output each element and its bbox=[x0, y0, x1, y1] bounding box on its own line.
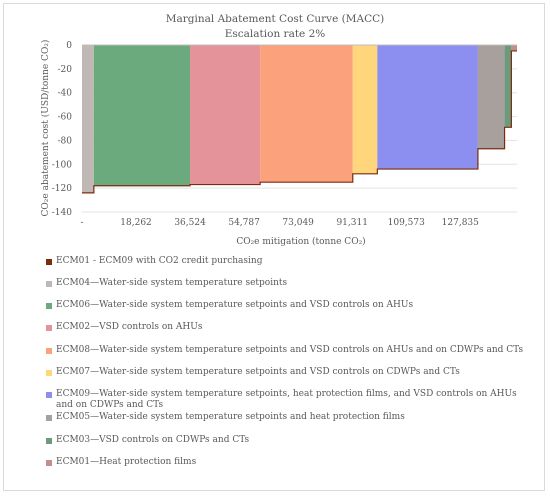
legend-swatch bbox=[46, 325, 52, 331]
x-tick-label: 91,311 bbox=[336, 218, 368, 228]
legend-label: ECM07—Water-side system temperature setp… bbox=[56, 367, 460, 377]
y-tick-label: -60 bbox=[58, 113, 73, 123]
bar bbox=[352, 45, 378, 174]
legend-swatch bbox=[46, 370, 52, 376]
y-tick-label: -100 bbox=[52, 160, 72, 170]
step-line-path bbox=[82, 50, 517, 194]
axes: 0 -20 -40 -60 -80 -100 -120 -140- 18,262 36,524 54… bbox=[52, 41, 517, 228]
legend-swatch bbox=[46, 303, 52, 309]
legend-label: ECM06—Water-side system temperature setp… bbox=[56, 300, 414, 310]
bar bbox=[504, 45, 512, 128]
bars bbox=[82, 45, 517, 193]
x-tick-label: 127,835 bbox=[442, 218, 479, 228]
y-tick-label: 0 bbox=[66, 41, 72, 51]
legend-label: ECM01—Heat protection films bbox=[56, 457, 197, 467]
legend-swatch bbox=[46, 460, 52, 466]
bar bbox=[377, 45, 478, 170]
legend-swatch bbox=[46, 438, 52, 444]
legend-label: ECM08—Water-side system temperature setp… bbox=[56, 345, 524, 355]
y-tick-label: -140 bbox=[52, 208, 72, 218]
x-tick-label: 73,049 bbox=[282, 218, 314, 228]
x-tick-label: 18,262 bbox=[120, 218, 152, 228]
chart-subtitle: Escalation rate 2% bbox=[225, 28, 326, 40]
legend-label: ECM02—VSD controls on AHUs bbox=[56, 322, 203, 332]
legend-label: ECM09—Water-side system temperature setp… bbox=[56, 389, 517, 410]
legend-swatch bbox=[46, 392, 52, 398]
bar bbox=[260, 45, 353, 183]
y-axis-title: CO₂e abatement cost (USD/tonne CO₂) bbox=[40, 40, 51, 217]
bar bbox=[93, 45, 191, 186]
legend-label: ECM04—Water-side system temperature setp… bbox=[56, 278, 288, 288]
bar bbox=[82, 45, 94, 193]
x-tick-label: 109,573 bbox=[388, 218, 425, 228]
legend-swatch bbox=[46, 415, 52, 421]
legend-swatch bbox=[46, 281, 52, 287]
chart-title: Marginal Abatement Cost Curve (MACC) bbox=[166, 13, 385, 25]
bar bbox=[511, 45, 517, 51]
y-tick-label: -20 bbox=[58, 65, 73, 75]
bar bbox=[190, 45, 261, 185]
x-tick-label: - bbox=[80, 218, 83, 228]
y-tick-label: -120 bbox=[52, 184, 72, 194]
x-tick-label: 54,787 bbox=[228, 218, 260, 228]
y-tick-label: -80 bbox=[58, 136, 73, 146]
legend-swatch bbox=[46, 348, 52, 354]
x-tick-label: 36,524 bbox=[174, 218, 206, 228]
legend-label: ECM05—Water-side system temperature setp… bbox=[56, 412, 405, 422]
legend-swatch bbox=[46, 259, 52, 265]
y-tick-label: -40 bbox=[58, 89, 73, 99]
step-line bbox=[82, 50, 517, 194]
bar bbox=[477, 45, 505, 149]
x-axis-title: CO₂e mitigation (tonne CO₂) bbox=[236, 236, 365, 247]
legend-label: ECM01 - ECM09 with CO2 credit purchasing bbox=[56, 256, 263, 266]
legend-label: ECM03—VSD controls on CDWPs and CTs bbox=[56, 435, 250, 445]
